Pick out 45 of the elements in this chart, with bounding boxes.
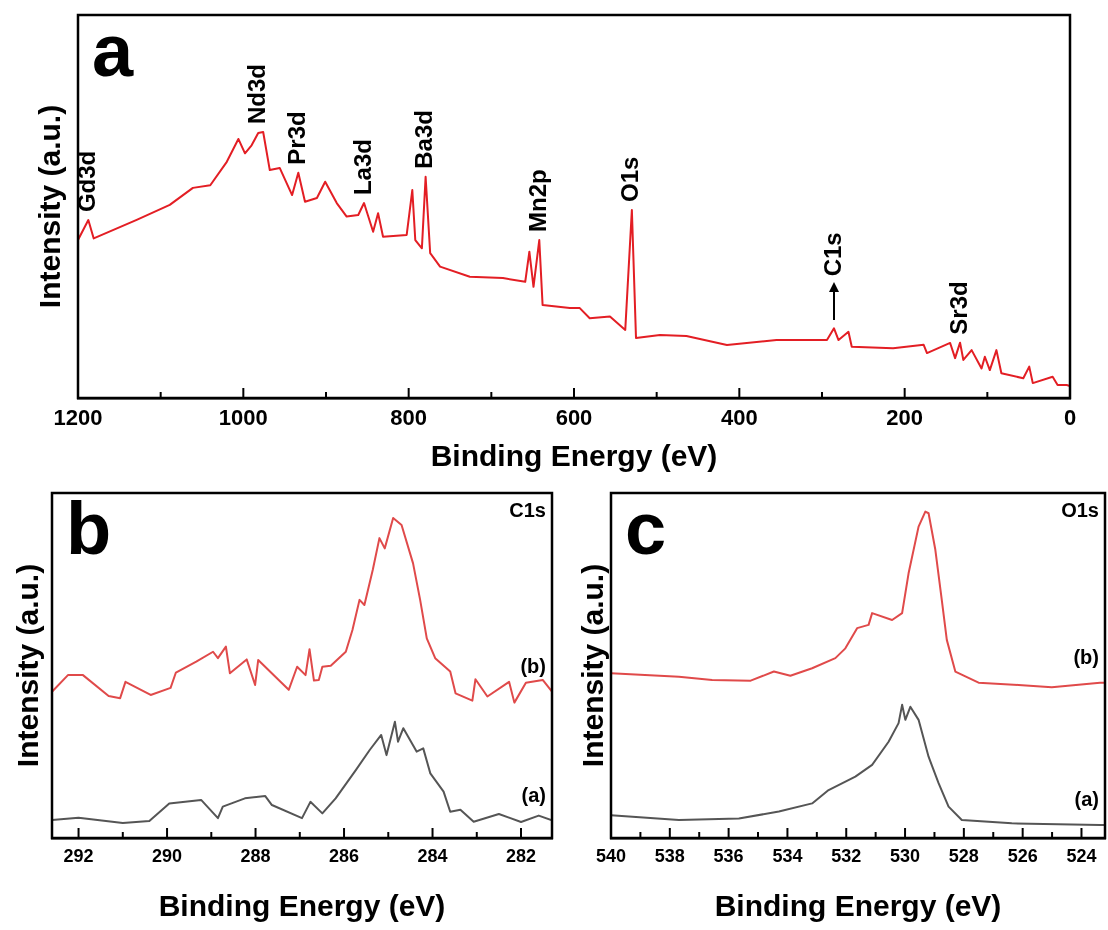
x-tick-label: 530 xyxy=(890,845,921,866)
y-axis-title: Intensity (a.u.) xyxy=(33,104,67,309)
x-axis-title: Binding Energy (eV) xyxy=(430,439,718,473)
annotation: O1s xyxy=(1061,498,1099,521)
x-tick-label: 292 xyxy=(63,845,94,866)
annotation: c xyxy=(625,487,667,571)
x-tick-label: 526 xyxy=(1007,845,1038,866)
annotation: Nd3d xyxy=(242,64,270,125)
annotation: Mn2p xyxy=(523,169,551,233)
x-tick-label: 600 xyxy=(555,405,593,431)
x-tick-label: 538 xyxy=(654,845,685,866)
x-tick-label: 528 xyxy=(948,845,979,866)
x-tick-label: 536 xyxy=(713,845,744,866)
annotation: C1s xyxy=(818,232,846,277)
x-axis-title: Binding Energy (eV) xyxy=(714,889,1002,923)
annotation: b xyxy=(66,487,112,571)
y-axis-title: Intensity (a.u.) xyxy=(576,563,610,768)
x-tick-label: 540 xyxy=(595,845,627,866)
x-tick-label: 532 xyxy=(831,845,862,866)
x-tick-label: 400 xyxy=(720,405,758,431)
x-tick-label: 284 xyxy=(417,845,448,866)
annotation: Ba3d xyxy=(410,110,438,169)
x-tick-label: 288 xyxy=(240,845,271,866)
annotation: Sr3d xyxy=(944,281,972,335)
text: a xyxy=(92,9,134,93)
x-tick-label: 534 xyxy=(772,845,803,866)
x-tick-label: 282 xyxy=(506,845,537,866)
x-tick-label: 1200 xyxy=(53,405,103,431)
series-label: (a) xyxy=(521,783,546,806)
series-label: (b) xyxy=(520,655,546,678)
x-axis-title: Binding Energy (eV) xyxy=(158,889,446,923)
series-label: (a) xyxy=(1074,788,1099,811)
x-tick-label: 1000 xyxy=(218,405,268,431)
annotation: O1s xyxy=(616,156,644,202)
x-tick-label: 290 xyxy=(152,845,183,866)
x-tick-label: 286 xyxy=(329,845,360,866)
x-tick-label: 200 xyxy=(886,405,924,431)
x-tick-label: 800 xyxy=(390,405,428,431)
x-tick-label: 0 xyxy=(1063,405,1077,431)
annotation: C1s xyxy=(509,498,546,521)
annotation: Pr3d xyxy=(282,111,310,165)
annotation: La3d xyxy=(348,139,376,196)
y-axis-title: Intensity (a.u.) xyxy=(11,563,45,768)
x-tick-label: 524 xyxy=(1066,845,1097,866)
series-label: (b) xyxy=(1073,646,1099,669)
